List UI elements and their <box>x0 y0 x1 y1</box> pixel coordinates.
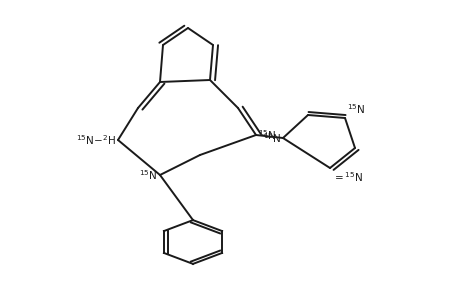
Text: $^{15}$N: $^{15}$N <box>257 128 276 142</box>
Text: $^{15}$N: $^{15}$N <box>262 131 280 145</box>
Text: $=$$^{15}$N: $=$$^{15}$N <box>331 170 362 184</box>
Text: $^{15}$N: $^{15}$N <box>138 168 157 182</box>
Text: $^{15}$N$-$$^{2}$H: $^{15}$N$-$$^{2}$H <box>76 133 116 147</box>
Text: $^{15}$N: $^{15}$N <box>346 102 364 116</box>
